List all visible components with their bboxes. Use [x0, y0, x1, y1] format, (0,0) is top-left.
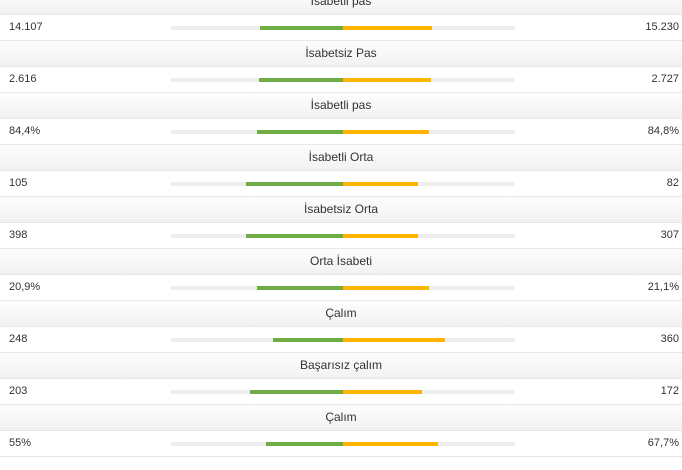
comparison-bar	[171, 442, 515, 446]
stat-title: Çalım	[0, 301, 682, 327]
home-value: 2.616	[9, 73, 37, 85]
away-bar	[343, 442, 438, 446]
away-value: 360	[660, 333, 679, 345]
away-bar	[343, 26, 433, 30]
stat-row: 2.616 2.727	[0, 67, 682, 93]
stat-title: İsabetsiz Orta	[0, 197, 682, 223]
home-value: 105	[9, 177, 28, 189]
away-value: 21,1%	[647, 281, 679, 293]
stat-title: İsabetli pas	[0, 93, 682, 119]
stat-title: İsabetli pas	[0, 0, 682, 15]
comparison-bar	[171, 390, 515, 394]
away-bar	[343, 390, 422, 394]
comparison-bar	[171, 338, 515, 342]
home-bar	[257, 286, 343, 290]
stat-title: İsabetsiz Pas	[0, 41, 682, 67]
stat-title: Çalım	[0, 405, 682, 431]
home-bar	[257, 130, 343, 134]
home-bar	[245, 234, 343, 238]
home-bar	[260, 26, 343, 30]
stats-list: İsabetli pas 14.107 15.230 İsabetsiz Pas 2.…	[0, 0, 682, 457]
comparison-bar	[171, 182, 515, 186]
away-bar	[343, 78, 431, 82]
stat-title: Orta İsabeti	[0, 249, 682, 275]
home-bar	[246, 182, 343, 186]
comparison-bar	[171, 234, 515, 238]
home-value: 398	[9, 229, 28, 241]
home-value: 84,4%	[9, 125, 41, 137]
home-bar	[272, 338, 343, 342]
stat-row: 55% 67,7%	[0, 431, 682, 457]
home-bar	[249, 390, 343, 394]
away-bar	[343, 182, 419, 186]
stat-row: 20,9% 21,1%	[0, 275, 682, 301]
stat-row: 203 172	[0, 379, 682, 405]
stat-row: 105 82	[0, 171, 682, 197]
comparison-bar	[171, 78, 515, 82]
away-value: 15.230	[645, 21, 679, 33]
stat-title: İsabetli Orta	[0, 145, 682, 171]
home-value: 20,9%	[9, 281, 41, 293]
stat-title: Başarısız çalım	[0, 353, 682, 379]
away-value: 307	[660, 229, 679, 241]
home-value: 55%	[9, 437, 32, 449]
away-value: 84,8%	[647, 125, 679, 137]
home-value: 203	[9, 385, 28, 397]
away-bar	[343, 130, 430, 134]
stat-row: 398 307	[0, 223, 682, 249]
away-value: 82	[666, 177, 679, 189]
away-bar	[343, 234, 418, 238]
away-bar	[343, 338, 445, 342]
home-value: 248	[9, 333, 28, 345]
comparison-bar	[171, 286, 515, 290]
comparison-bar	[171, 130, 515, 134]
stat-row: 14.107 15.230	[0, 15, 682, 41]
home-bar	[258, 78, 343, 82]
home-value: 14.107	[9, 21, 43, 33]
away-value: 67,7%	[647, 437, 679, 449]
comparison-bar	[171, 26, 515, 30]
away-value: 2.727	[651, 73, 679, 85]
stat-row: 84,4% 84,8%	[0, 119, 682, 145]
away-bar	[343, 286, 430, 290]
away-value: 172	[660, 385, 679, 397]
home-bar	[265, 442, 343, 446]
stat-row: 248 360	[0, 327, 682, 353]
